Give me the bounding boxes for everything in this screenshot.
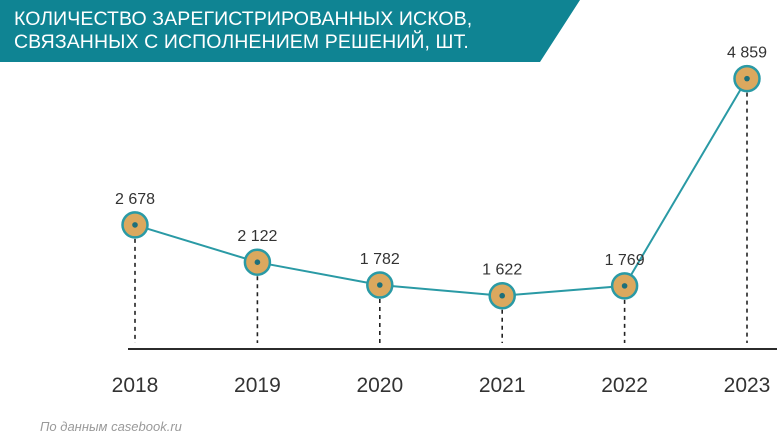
data-label-2021: 1 622 <box>482 262 522 279</box>
data-point-2018 <box>121 211 149 239</box>
x-tick-label-2020: 2020 <box>356 374 403 397</box>
title-banner: КОЛИЧЕСТВО ЗАРЕГИСТРИРОВАННЫХ ИСКОВ, СВЯ… <box>0 0 781 62</box>
data-point-2019 <box>243 248 272 276</box>
chart-title-line-1: КОЛИЧЕСТВО ЗАРЕГИСТРИРОВАННЫХ ИСКОВ, <box>14 8 473 30</box>
data-label-2023: 4 859 <box>727 45 767 62</box>
chart-title-line-2: СВЯЗАННЫХ С ИСПОЛНЕНИЕМ РЕШЕНИЙ, ШТ. <box>14 31 469 53</box>
x-tick-label-2023: 2023 <box>724 374 771 397</box>
data-label-2022: 1 769 <box>605 252 645 269</box>
chart-title: КОЛИЧЕСТВО ЗАРЕГИСТРИРОВАННЫХ ИСКОВ, СВЯ… <box>14 8 574 54</box>
data-label-2018: 2 678 <box>115 191 155 208</box>
x-tick-label-2018: 2018 <box>112 374 159 397</box>
data-point-2020 <box>366 271 394 299</box>
data-point-2023 <box>733 64 761 93</box>
x-tick-label-2019: 2019 <box>234 374 281 397</box>
data-point-2022 <box>610 272 639 300</box>
data-point-2021 <box>488 281 516 310</box>
data-label-2020: 1 782 <box>360 251 400 268</box>
x-tick-label-2021: 2021 <box>479 374 526 397</box>
data-label-2019: 2 122 <box>237 228 277 245</box>
source-note: По данным casebook.ru <box>40 419 182 434</box>
series-line <box>134 78 748 297</box>
banner-shape <box>0 0 580 62</box>
x-tick-label-2022: 2022 <box>601 374 648 397</box>
